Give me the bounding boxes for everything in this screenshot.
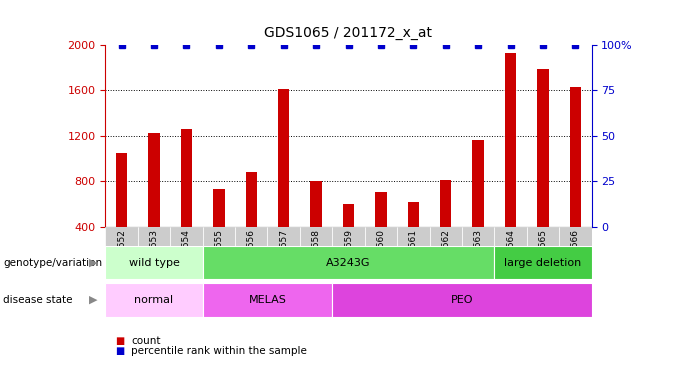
- Bar: [333, 227, 364, 255]
- Text: GSM24655: GSM24655: [214, 229, 223, 278]
- Bar: [170, 227, 203, 255]
- Bar: [430, 227, 462, 255]
- Bar: [203, 283, 333, 317]
- Bar: [300, 227, 333, 255]
- Text: GSM24652: GSM24652: [117, 229, 126, 278]
- Text: GSM24659: GSM24659: [344, 229, 353, 278]
- Bar: [494, 227, 527, 255]
- Bar: [105, 227, 138, 255]
- Bar: [138, 227, 170, 255]
- Bar: [505, 53, 516, 272]
- Bar: [494, 246, 592, 279]
- Text: GSM24662: GSM24662: [441, 229, 450, 278]
- Text: MELAS: MELAS: [248, 295, 286, 305]
- Text: disease state: disease state: [3, 295, 73, 305]
- Bar: [245, 172, 257, 272]
- Bar: [364, 227, 397, 255]
- Text: GSM24654: GSM24654: [182, 229, 191, 278]
- Bar: [537, 69, 549, 272]
- Bar: [375, 192, 387, 272]
- Bar: [310, 182, 322, 272]
- Bar: [343, 204, 354, 272]
- Bar: [181, 129, 192, 272]
- Bar: [213, 189, 224, 272]
- Bar: [203, 246, 494, 279]
- Bar: [278, 89, 290, 272]
- Text: GSM24663: GSM24663: [474, 229, 483, 278]
- Text: GSM24666: GSM24666: [571, 229, 580, 278]
- Bar: [105, 283, 203, 317]
- Bar: [559, 227, 592, 255]
- Text: GSM24657: GSM24657: [279, 229, 288, 278]
- Text: GSM24660: GSM24660: [377, 229, 386, 278]
- Text: PEO: PEO: [451, 295, 473, 305]
- Text: GSM24656: GSM24656: [247, 229, 256, 278]
- Text: GSM24664: GSM24664: [506, 229, 515, 278]
- Text: normal: normal: [135, 295, 173, 305]
- Bar: [116, 153, 127, 272]
- Bar: [235, 227, 267, 255]
- Bar: [462, 227, 494, 255]
- Bar: [570, 87, 581, 272]
- Bar: [105, 246, 203, 279]
- Text: GSM24661: GSM24661: [409, 229, 418, 278]
- Bar: [333, 283, 592, 317]
- Text: GSM24665: GSM24665: [539, 229, 547, 278]
- Text: wild type: wild type: [129, 258, 180, 267]
- Text: A3243G: A3243G: [326, 258, 371, 267]
- Bar: [473, 141, 484, 272]
- Text: count: count: [131, 336, 160, 346]
- Text: GSM24653: GSM24653: [150, 229, 158, 278]
- Text: percentile rank within the sample: percentile rank within the sample: [131, 346, 307, 355]
- Text: large deletion: large deletion: [505, 258, 581, 267]
- Text: ■: ■: [116, 346, 125, 355]
- Bar: [397, 227, 430, 255]
- Bar: [527, 227, 559, 255]
- Bar: [407, 202, 419, 272]
- Bar: [148, 132, 160, 272]
- Bar: [267, 227, 300, 255]
- Text: ■: ■: [116, 336, 125, 346]
- Text: GSM24658: GSM24658: [311, 229, 320, 278]
- Bar: [203, 227, 235, 255]
- Title: GDS1065 / 201172_x_at: GDS1065 / 201172_x_at: [265, 26, 432, 40]
- Text: ▶: ▶: [88, 258, 97, 267]
- Text: ▶: ▶: [88, 295, 97, 305]
- Bar: [440, 180, 452, 272]
- Text: genotype/variation: genotype/variation: [3, 258, 103, 267]
